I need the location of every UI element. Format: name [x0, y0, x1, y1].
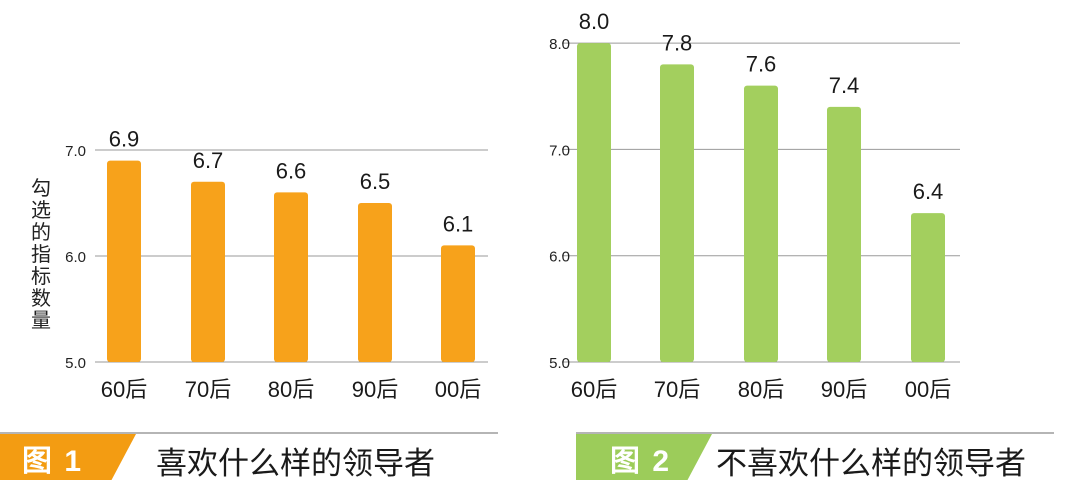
bar — [827, 106, 861, 362]
data-label: 6.1 — [443, 211, 474, 236]
x-tick-label: 60后 — [101, 377, 147, 402]
data-label: 6.5 — [360, 169, 391, 194]
x-tick-label: 60后 — [571, 377, 617, 402]
y-tick-label: 5.0 — [549, 355, 570, 372]
y-tick-label: 7.0 — [549, 142, 570, 159]
y-axis-label: 勾选的指标数量 — [31, 178, 51, 332]
bar — [660, 64, 694, 363]
caption-divider — [0, 432, 498, 434]
figure-caption: 喜欢什么样的领导者 — [156, 446, 435, 481]
data-label: 6.9 — [109, 127, 140, 152]
data-label: 8.0 — [579, 9, 610, 34]
figure-badge — [576, 434, 712, 480]
x-tick-label: 70后 — [185, 377, 231, 402]
figure-number: 图 1 — [22, 445, 84, 478]
x-tick-label: 00后 — [905, 377, 951, 402]
bar — [441, 245, 475, 362]
bar — [107, 160, 141, 362]
bar — [358, 203, 392, 362]
bar — [577, 43, 611, 362]
y-tick-label: 5.0 — [65, 355, 86, 372]
x-tick-label: 90后 — [352, 377, 398, 402]
y-tick-label: 6.0 — [549, 249, 570, 266]
x-tick-label: 80后 — [738, 377, 784, 402]
data-label: 7.4 — [829, 73, 860, 98]
bar — [744, 85, 778, 363]
x-tick-label: 70后 — [654, 377, 700, 402]
figure-caption: 不喜欢什么样的领导者 — [716, 446, 1026, 481]
x-tick-label: 90后 — [821, 377, 867, 402]
bar — [191, 181, 225, 362]
x-tick-label: 00后 — [435, 377, 481, 402]
y-tick-label: 8.0 — [549, 36, 570, 53]
data-label: 6.7 — [193, 148, 224, 173]
bar-chart-2: 5.0 6.0 7.0 8.0 8.0 60后 7.8 70后 7.6 80后 7.4 90后 6.4 0… — [549, 9, 960, 402]
data-label: 7.8 — [662, 30, 693, 55]
bar-chart-1: 5.0 6.0 7.0 6.9 60后 6.7 70后 6.6 80后 6.5 90后 6.1 00后 — [65, 127, 488, 402]
caption-divider — [576, 432, 1054, 434]
bar — [911, 213, 945, 362]
x-tick-label: 80后 — [268, 377, 314, 402]
figure-number: 图 2 — [610, 445, 672, 478]
data-label: 7.6 — [746, 52, 777, 77]
bar — [274, 192, 308, 362]
y-tick-label: 6.0 — [65, 249, 86, 266]
data-label: 6.6 — [276, 158, 307, 183]
figure-badge — [0, 434, 136, 480]
chart-panel-1: 5.0 6.0 7.0 6.9 60后 6.7 70后 6.6 80后 6.5 90后 6.1 00后 … — [0, 127, 498, 481]
chart-panel-2: 5.0 6.0 7.0 8.0 8.0 60后 7.8 70后 7.6 80后 7.4 90后 6.4 0… — [540, 0, 1080, 490]
data-label: 6.4 — [913, 179, 944, 204]
y-tick-label: 7.0 — [65, 143, 86, 160]
